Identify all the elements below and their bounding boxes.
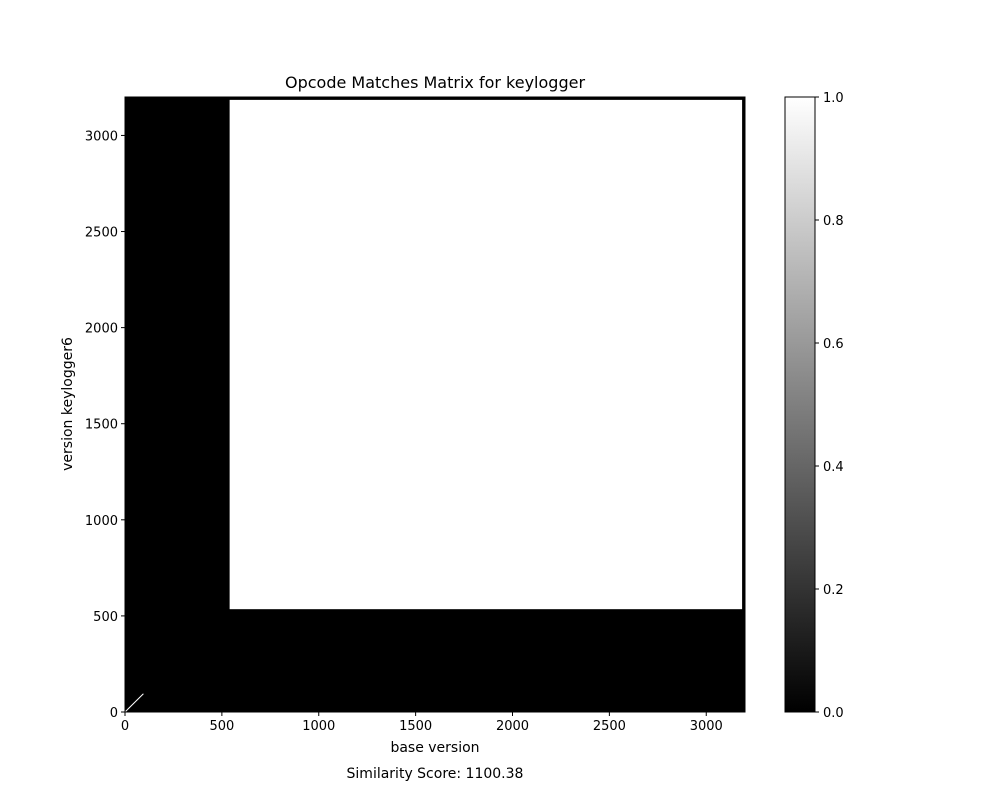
y-tick-label: 0 bbox=[110, 706, 118, 721]
x-tick-label: 500 bbox=[209, 719, 234, 734]
colorbar-tick-label: 1.0 bbox=[823, 91, 844, 106]
y-tick-label: 2500 bbox=[85, 226, 118, 241]
y-tick-label: 1500 bbox=[85, 418, 118, 433]
plot-area bbox=[124, 96, 746, 713]
colorbar-scale bbox=[784, 96, 816, 713]
colorbar-tick-label: 0.2 bbox=[823, 583, 844, 598]
x-axis-label: base version bbox=[390, 740, 479, 756]
y-axis-label: version keylogger6 bbox=[60, 337, 76, 471]
colorbar-tick-label: 0.4 bbox=[823, 460, 844, 475]
heatmap-match-region bbox=[229, 99, 743, 610]
x-axis-ticks: 0 500 1000 1500 2000 2500 3000 bbox=[121, 712, 723, 734]
x-tick-label: 1500 bbox=[399, 719, 432, 734]
x-tick-label: 3000 bbox=[690, 719, 723, 734]
colorbar-tick-label: 0.6 bbox=[823, 337, 844, 352]
y-axis-ticks: 0 500 1000 1500 2000 2500 3000 bbox=[85, 129, 125, 721]
x-tick-label: 2500 bbox=[593, 719, 626, 734]
colorbar: 0.0 0.2 0.4 0.6 0.8 1.0 bbox=[784, 91, 844, 721]
x-tick-label: 0 bbox=[121, 719, 129, 734]
x-tick-label: 1000 bbox=[302, 719, 335, 734]
y-tick-label: 3000 bbox=[85, 129, 118, 144]
x-tick-label: 2000 bbox=[496, 719, 529, 734]
y-tick-label: 500 bbox=[93, 610, 118, 625]
y-tick-label: 2000 bbox=[85, 322, 118, 337]
heatmap-diagonal-match bbox=[124, 693, 144, 713]
colorbar-tick-label: 0.0 bbox=[823, 706, 844, 721]
similarity-score: Similarity Score: 1100.38 bbox=[347, 766, 524, 782]
y-tick-label: 1000 bbox=[85, 514, 118, 529]
chart-title: Opcode Matches Matrix for keylogger bbox=[285, 73, 585, 92]
colorbar-tick-label: 0.8 bbox=[823, 214, 844, 229]
plot-frame bbox=[124, 96, 746, 713]
